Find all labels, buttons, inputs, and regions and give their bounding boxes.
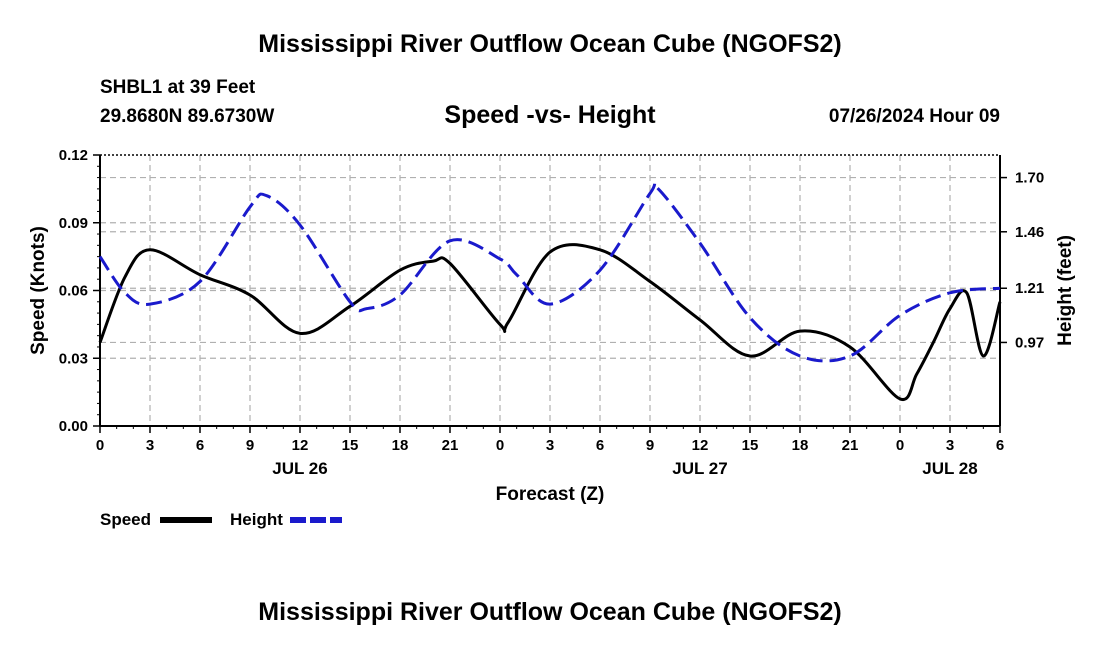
legend-speed-label: Speed — [100, 510, 151, 529]
y2-tick-label: 1.46 — [1015, 224, 1044, 241]
date-axis-label: JUL 28 — [922, 459, 977, 478]
series-line-height — [98, 181, 1001, 363]
x-tick-label: 18 — [392, 437, 409, 454]
x-tick-label: 3 — [946, 437, 954, 454]
x-tick-label: 6 — [996, 437, 1004, 454]
x-tick-label: 21 — [442, 437, 459, 454]
y2-tick-label: 1.70 — [1015, 170, 1044, 187]
date-label: 07/26/2024 Hour 09 — [828, 106, 1000, 127]
y-axis-title: Speed (Knots) — [28, 226, 49, 355]
x-tick-label: 18 — [792, 437, 809, 454]
tick-labels: 0 3 6 9 12 15 18 21 0 3 6 9 12 15 18 21 0 3 6 0.00 0.03 0.06 0… — [28, 147, 1076, 529]
x-tick-label: 6 — [196, 437, 204, 454]
series-line-speed — [98, 243, 1002, 401]
x-tick-label: 3 — [146, 437, 154, 454]
x-tick-label: 9 — [246, 437, 254, 454]
date-axis-label: JUL 27 — [672, 459, 727, 478]
x-tick-label: 12 — [292, 437, 309, 454]
x-tick-label: 15 — [742, 437, 759, 454]
series — [98, 181, 1002, 401]
x-tick-label: 0 — [496, 437, 504, 454]
y2-tick-label: 1.21 — [1015, 280, 1044, 297]
x-tick-label: 0 — [896, 437, 904, 454]
station-name: SHBL1 at 39 Feet — [100, 77, 256, 98]
x-tick-label: 12 — [692, 437, 709, 454]
main-title: Mississippi River Outflow Ocean Cube (NG… — [258, 30, 842, 58]
y-tick-label: 0.12 — [59, 147, 88, 164]
x-tick-label: 6 — [596, 437, 604, 454]
x-axis-title: Forecast (Z) — [496, 484, 605, 505]
y2-tick-label: 0.97 — [1015, 334, 1044, 351]
chart-title: Speed -vs- Height — [444, 101, 656, 129]
x-tick-label: 21 — [842, 437, 859, 454]
station-coords: 29.8680N 89.6730W — [100, 106, 275, 127]
axes — [93, 154, 1007, 433]
y-tick-label: 0.03 — [59, 350, 88, 367]
speed-height-chart: 0 3 6 9 12 15 18 21 0 3 6 9 12 15 18 21 0 3 6 0.00 0.03 0.06 0… — [28, 147, 1076, 529]
footer-title: Mississippi River Outflow Ocean Cube (NG… — [258, 598, 842, 626]
y-tick-label: 0.09 — [59, 215, 88, 232]
x-tick-label: 3 — [546, 437, 554, 454]
date-axis-label: JUL 26 — [272, 459, 327, 478]
x-tick-label: 9 — [646, 437, 654, 454]
legend-height-label: Height — [230, 510, 283, 529]
y-tick-label: 0.00 — [59, 418, 88, 435]
grid — [100, 155, 1000, 426]
x-tick-label: 0 — [96, 437, 104, 454]
y-tick-label: 0.06 — [59, 283, 88, 300]
x-tick-label: 15 — [342, 437, 359, 454]
y2-axis-title: Height (feet) — [1055, 235, 1076, 346]
